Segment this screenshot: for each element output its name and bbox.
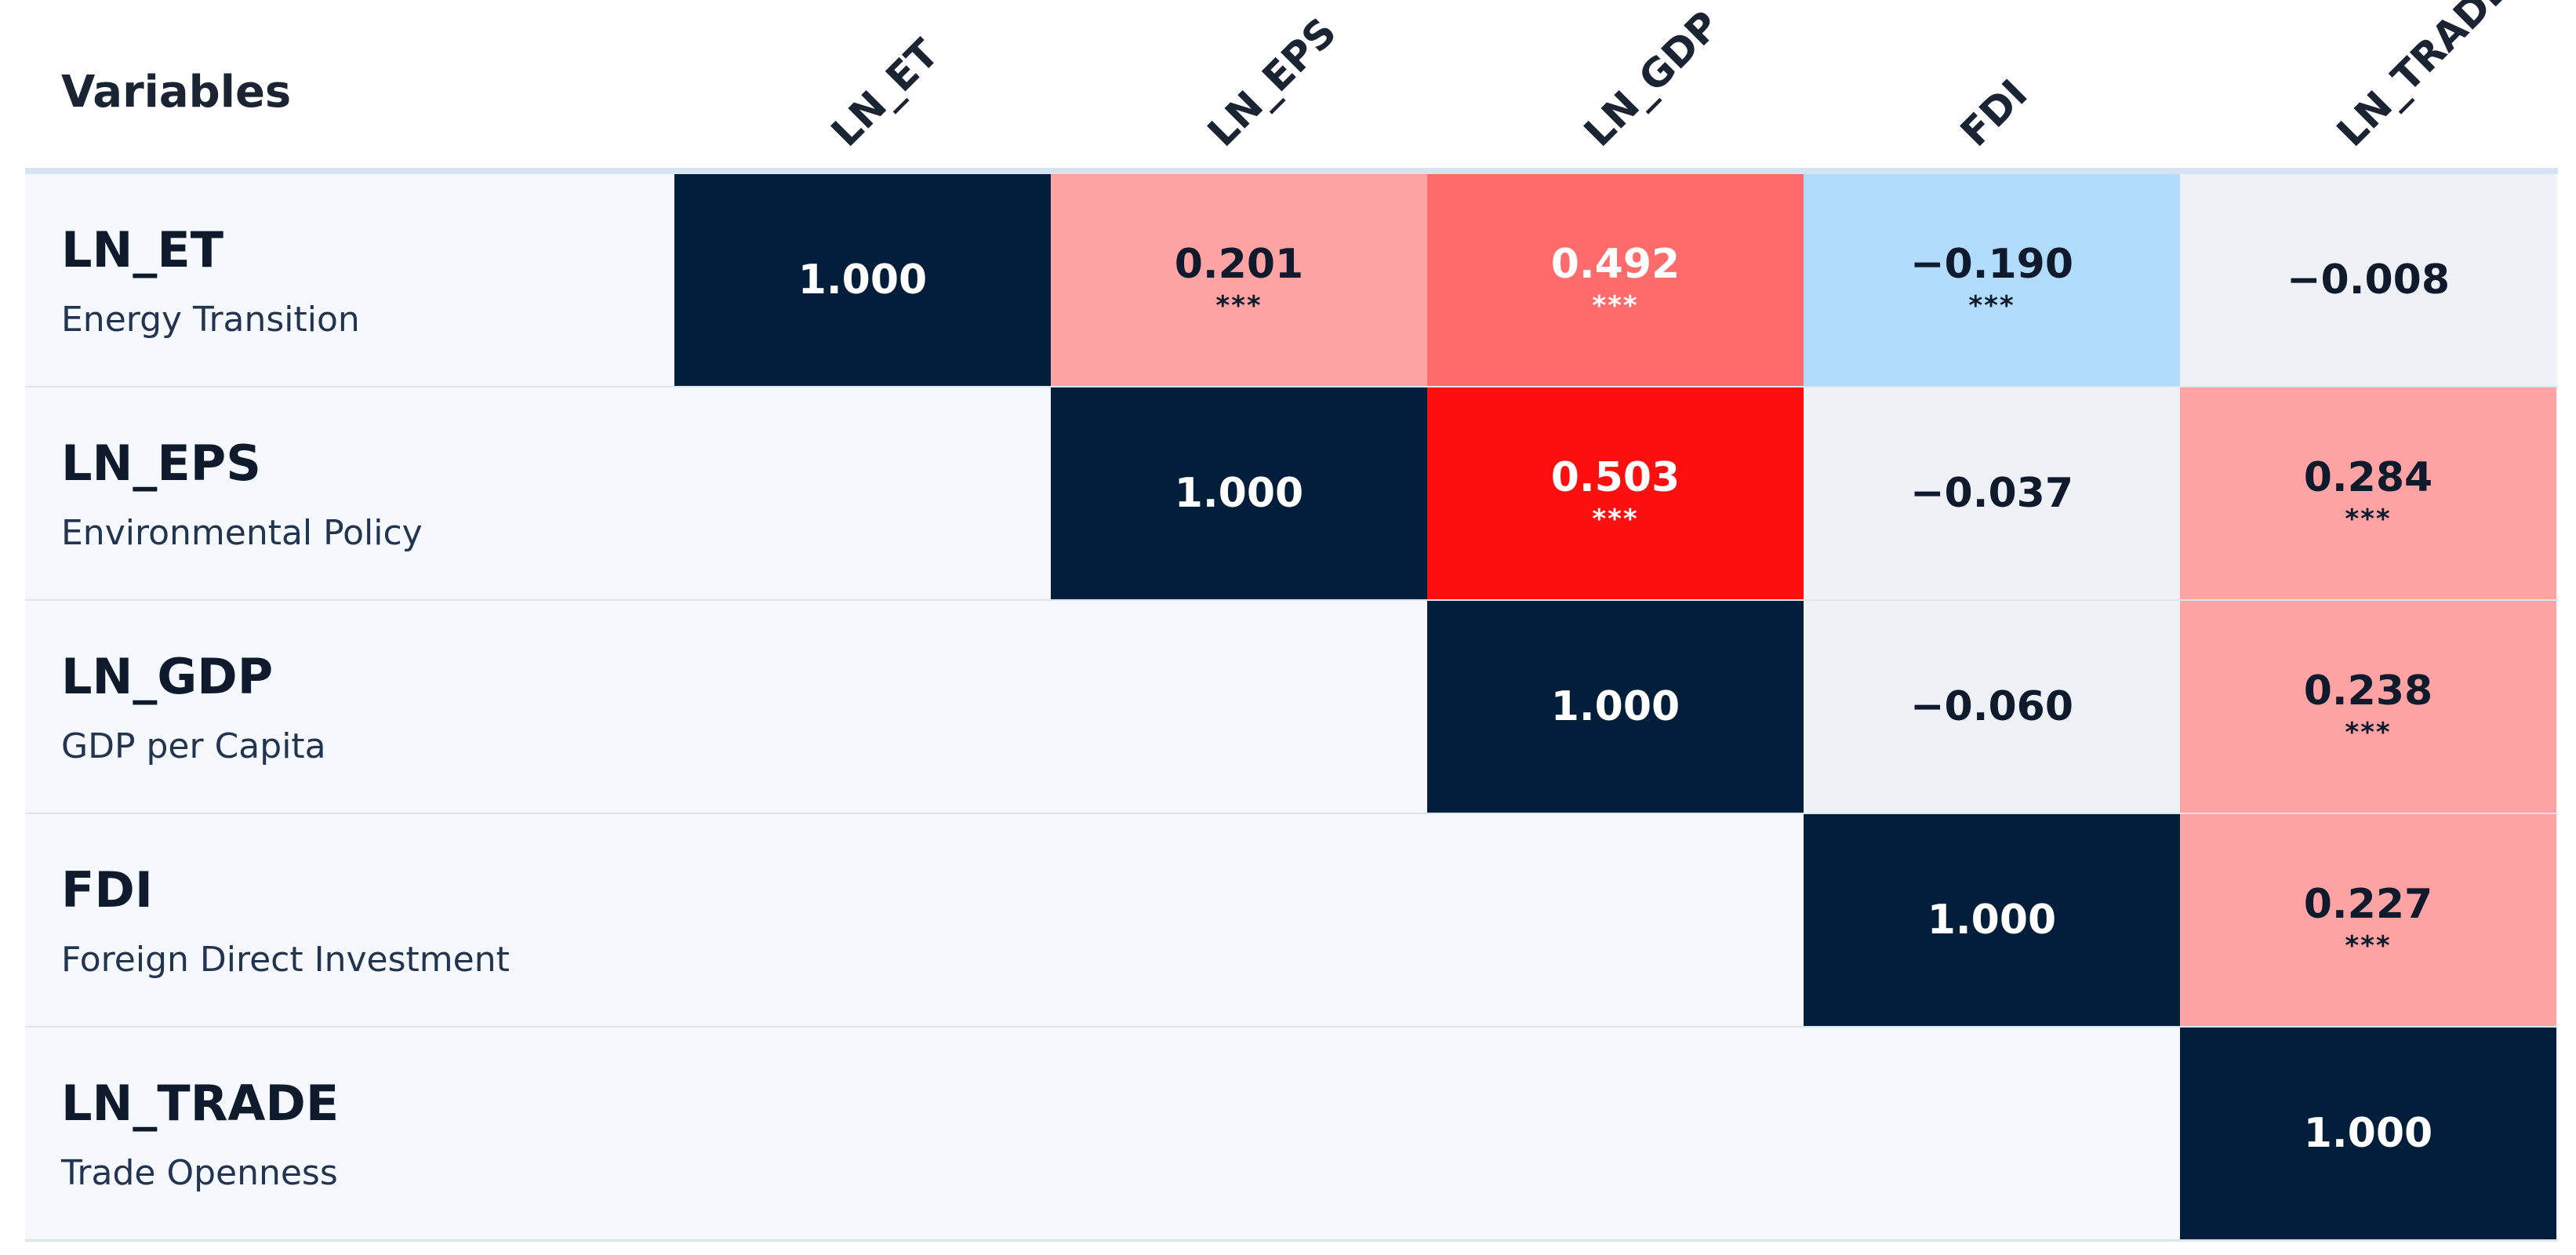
significance-stars: ***: [1968, 290, 2015, 322]
significance-stars: ***: [1592, 290, 1639, 322]
cell-ln-trade-ln-trade: 1.000: [2180, 1028, 2556, 1239]
row-divider: [25, 599, 2558, 602]
cell-ln-gdp-ln-trade: 0.238 ***: [2180, 601, 2556, 813]
cell-ln-et-ln-eps: 0.201 ***: [1051, 174, 1427, 386]
row-divider: [25, 386, 2558, 388]
cell-value: −0.008: [2286, 256, 2451, 304]
cell-value: 0.503: [1550, 454, 1680, 501]
cell-value: −0.060: [1909, 683, 2074, 730]
cell-value: 1.000: [798, 256, 928, 304]
cell-ln-eps-fdi: −0.037: [1804, 387, 2180, 599]
column-header-ln-gdp: LN_GDP: [1575, 2, 1729, 156]
cell-value: 0.227: [2303, 881, 2433, 928]
variables-header: Variables: [61, 67, 292, 118]
row-divider: [25, 1239, 2558, 1242]
cell-value: 0.492: [1550, 241, 1680, 288]
header-divider: [25, 168, 2558, 174]
significance-stars: ***: [1592, 504, 1639, 535]
cell-ln-gdp-fdi: −0.060: [1804, 601, 2180, 813]
cell-ln-gdp-ln-gdp: 1.000: [1427, 601, 1804, 813]
cell-fdi-fdi: 1.000: [1804, 814, 2180, 1026]
row-label-fdi: FDI: [61, 861, 153, 919]
cell-ln-et-ln-trade: −0.008: [2180, 174, 2556, 386]
cell-ln-et-ln-gdp: 0.492 ***: [1427, 174, 1804, 386]
cell-ln-et-fdi: −0.190 ***: [1804, 174, 2180, 386]
row-label-ln-trade: LN_TRADE: [61, 1075, 340, 1132]
cell-ln-eps-ln-eps: 1.000: [1051, 387, 1427, 599]
cell-value: 1.000: [2303, 1110, 2433, 1157]
row-divider: [25, 1026, 2558, 1028]
row-label-ln-gdp: LN_GDP: [61, 648, 274, 705]
row-band-ln-trade: [25, 1028, 2558, 1241]
cell-value: 0.284: [2303, 454, 2433, 501]
cell-value: 1.000: [1174, 470, 1304, 517]
row-description-ln-eps: Environmental Policy: [61, 513, 423, 553]
cell-value: 1.000: [1550, 683, 1680, 730]
column-header-ln-et: LN_ET: [822, 30, 948, 156]
cell-value: 0.201: [1174, 241, 1304, 288]
row-description-ln-et: Energy Transition: [61, 300, 360, 340]
significance-stars: ***: [2345, 930, 2392, 962]
significance-stars: ***: [2345, 504, 2392, 535]
column-header-fdi: FDI: [1951, 71, 2036, 155]
cell-ln-eps-ln-trade: 0.284 ***: [2180, 387, 2556, 599]
cell-value: −0.190: [1909, 241, 2074, 288]
row-description-ln-gdp: GDP per Capita: [61, 726, 326, 766]
row-description-fdi: Foreign Direct Investment: [61, 940, 510, 980]
row-label-ln-eps: LN_EPS: [61, 435, 261, 492]
cell-value: −0.037: [1909, 470, 2074, 517]
cell-ln-eps-ln-gdp: 0.503 ***: [1427, 387, 1804, 599]
row-description-ln-trade: Trade Openness: [61, 1153, 338, 1193]
column-header-ln-trade: LN_TRADE: [2327, 0, 2520, 155]
cell-value: 1.000: [1927, 897, 2057, 944]
column-header-ln-eps: LN_EPS: [1198, 9, 1346, 155]
cell-value: 0.238: [2303, 668, 2433, 715]
significance-stars: ***: [2345, 717, 2392, 748]
significance-stars: ***: [1215, 290, 1263, 322]
row-divider: [25, 813, 2558, 815]
row-label-ln-et: LN_ET: [61, 221, 224, 278]
cell-fdi-ln-trade: 0.227 ***: [2180, 814, 2556, 1026]
cell-ln-et-ln-et: 1.000: [674, 174, 1051, 386]
